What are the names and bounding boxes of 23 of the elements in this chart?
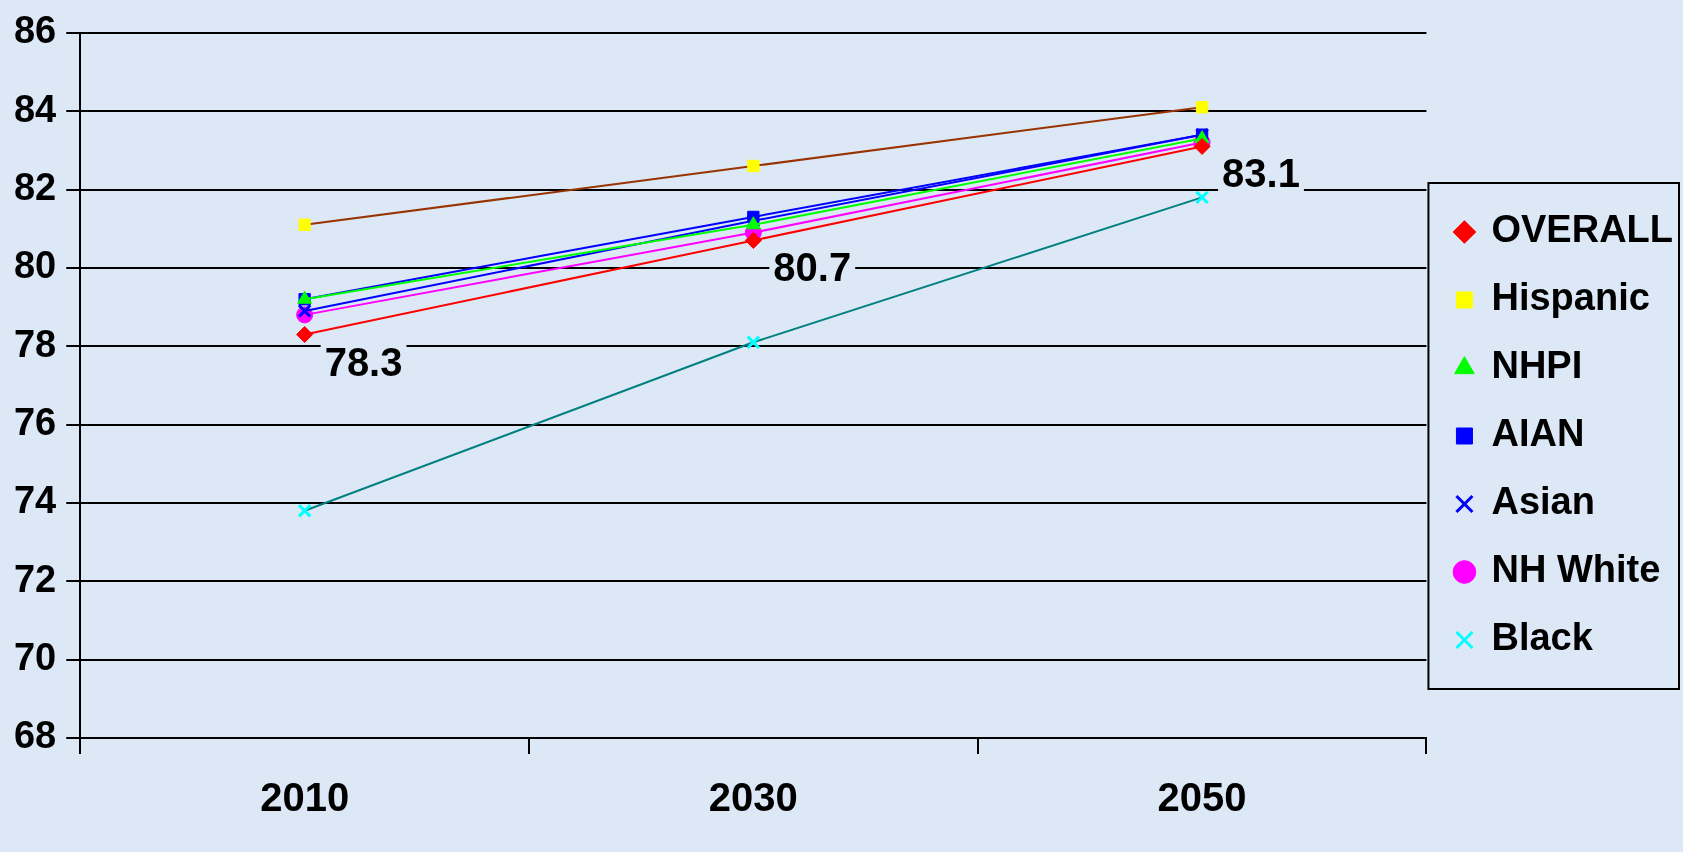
y-tick-label: 68: [13, 714, 57, 757]
y-tick-label: 84: [13, 87, 57, 130]
legend-label: NHPI: [1491, 344, 1583, 387]
legend-label: Hispanic: [1491, 276, 1650, 319]
legend-label: OVERALL: [1491, 208, 1673, 251]
data-label: 78.3: [324, 339, 403, 384]
legend-label: Black: [1491, 616, 1594, 659]
x-tick-label: 2030: [708, 775, 798, 820]
y-tick-label: 74: [13, 479, 57, 522]
y-tick-label: 80: [13, 244, 57, 287]
y-tick-label: 78: [13, 322, 57, 365]
y-tick-label: 72: [13, 557, 57, 600]
y-tick-label: 82: [13, 166, 57, 208]
legend-label: Asian: [1491, 480, 1595, 523]
legend-label: NH White: [1491, 548, 1661, 591]
x-tick-label: 2050: [1157, 775, 1247, 820]
y-tick-label: 70: [13, 636, 57, 679]
y-tick-label: 86: [13, 9, 57, 52]
x-tick-label: 2010: [260, 775, 350, 820]
data-label: 83.1: [1222, 151, 1300, 196]
y-tick-label: 76: [13, 401, 57, 444]
legend-label: AIAN: [1491, 412, 1585, 455]
data-label: 80.7: [773, 245, 852, 290]
